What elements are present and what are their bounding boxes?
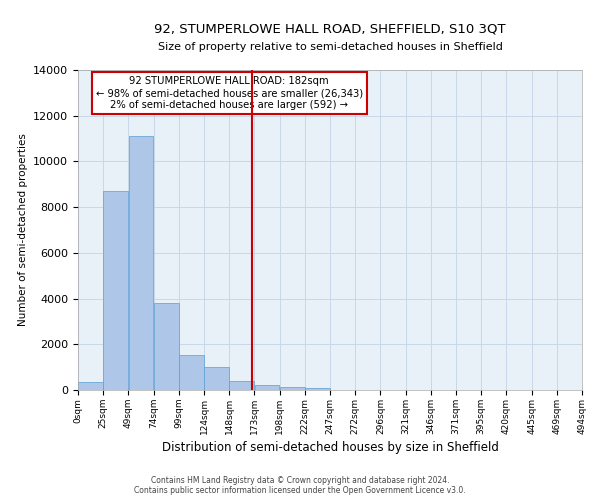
- Text: 92, STUMPERLOWE HALL ROAD, SHEFFIELD, S10 3QT: 92, STUMPERLOWE HALL ROAD, SHEFFIELD, S1…: [154, 22, 506, 36]
- Bar: [103, 191, 128, 390]
- Bar: [179, 354, 204, 390]
- Bar: [154, 303, 179, 390]
- Bar: [204, 367, 229, 390]
- Bar: [229, 381, 254, 390]
- Bar: [78, 382, 103, 390]
- Text: Size of property relative to semi-detached houses in Sheffield: Size of property relative to semi-detach…: [158, 42, 502, 52]
- Bar: [128, 136, 154, 390]
- Text: 92 STUMPERLOWE HALL ROAD: 182sqm
← 98% of semi-detached houses are smaller (26,3: 92 STUMPERLOWE HALL ROAD: 182sqm ← 98% o…: [95, 76, 363, 110]
- Y-axis label: Number of semi-detached properties: Number of semi-detached properties: [17, 134, 28, 326]
- Bar: [305, 388, 330, 390]
- Bar: [254, 386, 280, 390]
- Text: Contains HM Land Registry data © Crown copyright and database right 2024.
Contai: Contains HM Land Registry data © Crown c…: [134, 476, 466, 495]
- Bar: [280, 386, 305, 390]
- X-axis label: Distribution of semi-detached houses by size in Sheffield: Distribution of semi-detached houses by …: [161, 441, 499, 454]
